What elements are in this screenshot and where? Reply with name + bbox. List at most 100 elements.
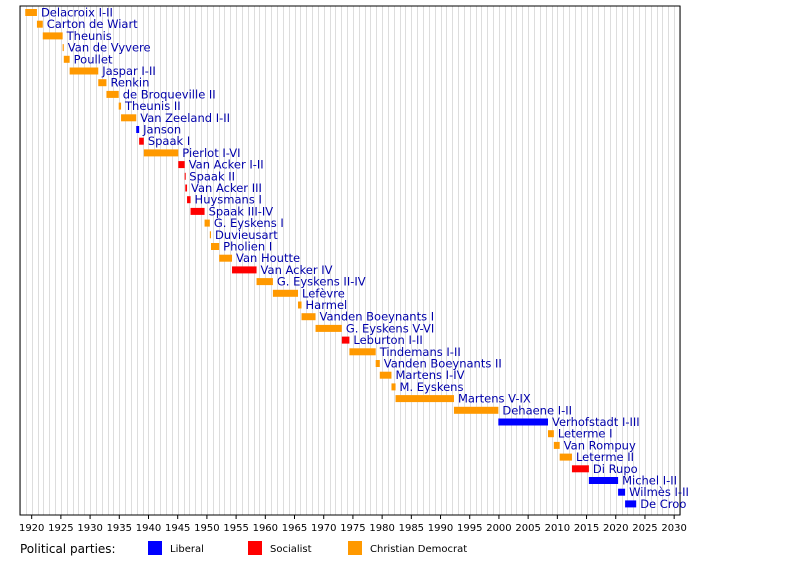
- government-bar: [498, 418, 548, 426]
- government-label: Martens I-IV: [395, 368, 464, 382]
- government-label: Jaspar I-II: [101, 64, 156, 78]
- government-bar: [588, 477, 619, 484]
- government-bar: [143, 149, 179, 157]
- government-label: Poullet: [74, 52, 113, 66]
- x-tick-label: 1925: [48, 523, 73, 534]
- government-bar: [272, 289, 299, 297]
- x-tick-label: 1955: [223, 523, 248, 534]
- government-bar: [453, 406, 499, 414]
- government-bars: [25, 9, 637, 508]
- x-tick-label: 1985: [399, 523, 424, 534]
- government-label: De Croo: [640, 497, 686, 511]
- government-label: Verhofstadt I-III: [552, 415, 640, 429]
- x-tick-label: 1950: [194, 523, 219, 534]
- government-bar: [62, 44, 64, 52]
- plot-frame: [19, 5, 681, 516]
- government-label: Duvieusart: [215, 228, 278, 242]
- government-label: Vanden Boeynants II: [384, 357, 502, 371]
- x-axis-ticks: 1920 1925 1930 1935 1940 1945 1950 1955 1960 1965…: [19, 515, 687, 534]
- government-label: Lefèvre: [302, 286, 345, 300]
- government-label: G. Eyskens I: [214, 216, 284, 230]
- government-label: Spaak III-IV: [209, 204, 274, 218]
- government-label: Van Zeeland I-II: [140, 111, 230, 125]
- legend-swatch-christian-democrat: [348, 541, 362, 555]
- government-label: Tindemans I-II: [379, 345, 461, 359]
- government-bar: [42, 32, 63, 40]
- government-label: Wilmès I-II: [629, 485, 689, 499]
- government-bar: [375, 360, 380, 367]
- x-tick-label: 2015: [574, 523, 599, 534]
- grid-lines: [20, 6, 681, 515]
- x-tick-label: 2030: [661, 523, 686, 534]
- government-bar: [256, 278, 273, 286]
- government-bar: [571, 465, 589, 473]
- x-tick-label: 2000: [486, 523, 511, 534]
- government-bar: [136, 126, 140, 133]
- x-tick-label: 1935: [107, 523, 132, 534]
- government-bar: [98, 79, 107, 87]
- government-label: de Broqueville II: [123, 87, 216, 101]
- government-label: Carton de Wiart: [47, 17, 138, 31]
- government-label: Van Rompuy: [564, 438, 636, 452]
- government-label: Spaak II: [189, 169, 235, 183]
- government-bar: [219, 254, 233, 262]
- government-label: M. Eyskens: [400, 380, 464, 394]
- government-label: G. Eyskens II-IV: [277, 275, 366, 289]
- government-bar: [315, 324, 342, 332]
- government-label: Leburton I-II: [353, 333, 422, 347]
- government-label: Delacroix I-II: [41, 6, 113, 20]
- government-bar: [187, 196, 191, 204]
- government-label: Michel I-II: [622, 474, 677, 488]
- government-label: Pholien I: [223, 240, 272, 254]
- government-label: Leterme II: [576, 450, 634, 464]
- x-tick-label: 1975: [340, 523, 365, 534]
- government-bar: [553, 441, 560, 449]
- government-bar: [190, 207, 205, 215]
- x-tick-label: 1990: [428, 523, 453, 534]
- government-bar: [118, 102, 122, 110]
- x-tick-label: 1995: [457, 523, 482, 534]
- government-bar: [298, 301, 302, 309]
- government-label: Van Acker I-II: [189, 158, 264, 172]
- government-label: Huysmans I: [195, 193, 262, 207]
- x-tick-label: 1945: [165, 523, 190, 534]
- government-label: Theunis II: [124, 99, 181, 113]
- government-label: Pierlot I-VI: [182, 146, 240, 160]
- government-label: G. Eyskens V-VI: [346, 321, 434, 335]
- government-bar: [559, 453, 572, 461]
- government-bar: [232, 266, 257, 274]
- government-bar: [63, 55, 70, 63]
- government-label: Di Rupo: [593, 462, 638, 476]
- government-label: Van Acker IV: [261, 263, 333, 277]
- government-bar: [184, 172, 186, 180]
- government-label: Vanden Boeynants I: [320, 310, 435, 324]
- government-label: Janson: [142, 123, 181, 137]
- x-tick-label: 2005: [515, 523, 540, 534]
- government-bar: [301, 313, 316, 321]
- government-bar: [25, 9, 37, 16]
- government-bar: [618, 488, 626, 496]
- legend-swatch-socialist: [248, 541, 262, 555]
- legend: Political parties: Liberal Socialist Chr…: [0, 536, 800, 560]
- government-bar: [548, 430, 554, 438]
- government-bar: [121, 114, 137, 122]
- government-label: Martens V-IX: [458, 392, 531, 406]
- legend-label-christian-democrat: Christian Democrat: [370, 544, 468, 555]
- x-tick-label: 1960: [253, 523, 278, 534]
- government-label: Renkin: [110, 76, 149, 90]
- government-label: Harmel: [306, 298, 348, 312]
- government-bar: [210, 243, 220, 250]
- government-label: Dehaene I-II: [502, 403, 572, 417]
- x-tick-label: 1965: [282, 523, 307, 534]
- government-bar: [391, 383, 396, 391]
- government-label: Van Acker III: [191, 181, 262, 195]
- government-bar: [379, 371, 392, 379]
- government-bar: [209, 231, 211, 239]
- government-bar: [185, 184, 188, 192]
- legend-title: Political parties:: [20, 542, 116, 556]
- government-label: Theunis: [66, 29, 112, 43]
- government-bar: [395, 395, 454, 403]
- government-bar: [139, 137, 144, 145]
